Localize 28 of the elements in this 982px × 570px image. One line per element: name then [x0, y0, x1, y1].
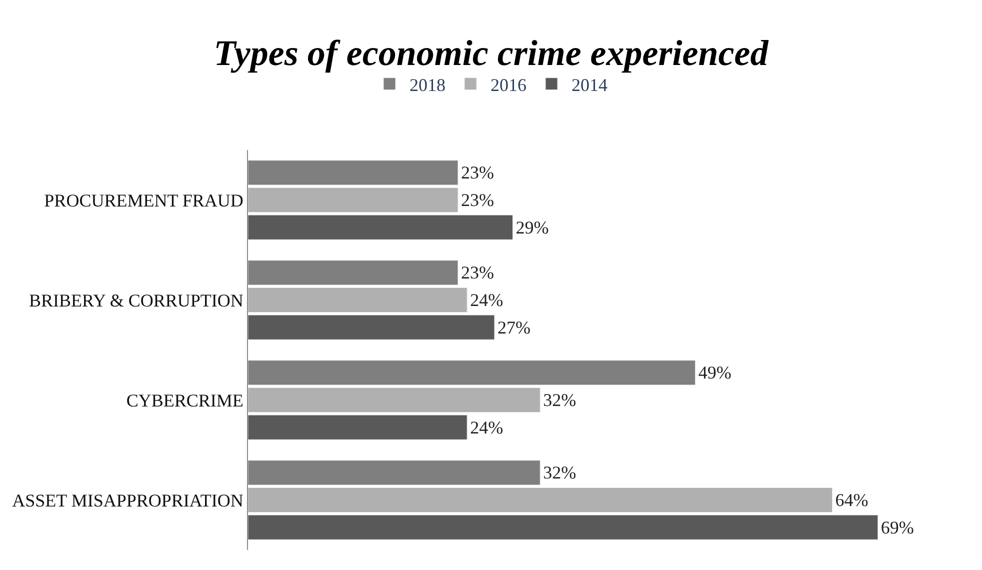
bar	[248, 287, 468, 313]
data-label: 69%	[880, 517, 914, 538]
bar	[248, 487, 833, 513]
data-label: 49%	[698, 362, 732, 383]
data-label: 29%	[516, 217, 549, 238]
bar	[248, 514, 878, 540]
data-label: 32%	[543, 462, 576, 483]
data-label: 23%	[460, 190, 494, 210]
data-label: 64%	[835, 490, 868, 510]
data-label: 23%	[460, 162, 494, 183]
y-tick-label: CYBERCRIME	[126, 390, 244, 410]
bar	[248, 414, 468, 440]
bar	[248, 214, 513, 240]
data-label: 32%	[543, 390, 576, 410]
chart-title: Types of economic crime experienced	[214, 33, 770, 74]
bar	[248, 314, 495, 340]
legend-label: 2014	[572, 74, 608, 95]
data-label: 27%	[497, 317, 530, 338]
legend-label: 2018	[410, 74, 446, 95]
y-tick-label: ASSET MISAPPROPRIATION	[12, 490, 244, 510]
legend-label: 2016	[490, 74, 526, 95]
bar	[248, 387, 540, 413]
data-label: 24%	[470, 417, 504, 438]
data-label: 23%	[460, 262, 494, 283]
y-tick-label: PROCUREMENT FRAUD	[44, 190, 244, 210]
data-label: 24%	[470, 290, 504, 310]
y-tick-label: BRIBERY & CORRUPTION	[29, 290, 244, 310]
bar	[248, 187, 458, 213]
